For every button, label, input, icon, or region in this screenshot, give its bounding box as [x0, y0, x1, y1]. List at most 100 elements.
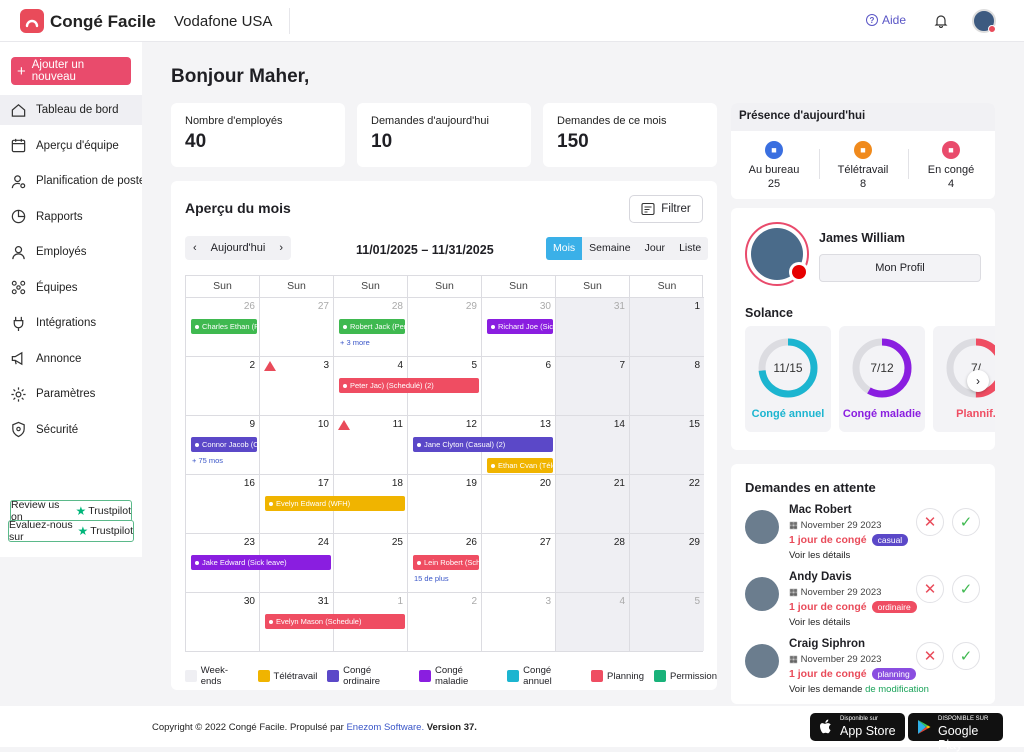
calendar-event[interactable]: Evelyn Mason (Schedule)	[265, 614, 405, 629]
calendar-event[interactable]: Peter Jac) (Schedulé) (2)	[339, 378, 479, 393]
request-details-link[interactable]: Voir les détails	[789, 550, 850, 561]
google-play-button[interactable]: DISPONIBLE SUR Google Play	[908, 713, 1003, 752]
day-number: 25	[391, 537, 403, 548]
day-cell[interactable]: 4	[556, 592, 630, 651]
day-cell[interactable]: 18	[334, 474, 408, 533]
day-cell[interactable]: 8	[630, 356, 704, 415]
day-cell[interactable]: 7	[556, 356, 630, 415]
calendar-event[interactable]: Connor Jacob (Ordinaire)	[191, 437, 257, 452]
day-cell[interactable]: 27	[482, 533, 556, 592]
calendar-event[interactable]: Richard Joe (Sick)	[487, 319, 553, 334]
sidebar-item-0[interactable]: Tableau de bord	[0, 95, 142, 125]
day-cell[interactable]: 26	[408, 533, 482, 592]
reject-button[interactable]: ✕	[916, 508, 944, 536]
day-cell[interactable]: 20	[482, 474, 556, 533]
day-cell[interactable]: 10	[260, 415, 334, 474]
calendar-event[interactable]: Jake Edward (Sick leave)	[191, 555, 331, 570]
chevron-left-icon[interactable]: ‹	[193, 242, 197, 254]
sidebar-item-8[interactable]: Paramètres	[0, 379, 142, 409]
app-store-button[interactable]: Disponible sur App Store	[810, 713, 905, 741]
calendar-event[interactable]: Robert Jack (Permission)	[339, 319, 405, 334]
reject-button[interactable]: ✕	[916, 575, 944, 603]
more-events-link[interactable]: + 3 more	[340, 338, 370, 347]
my-profile-button[interactable]: Mon Profil	[819, 254, 981, 282]
calendar-event[interactable]: Lein Robert (Schedule)	[413, 555, 479, 570]
day-cell[interactable]: 15	[630, 415, 704, 474]
calendar-event[interactable]: Ethan Cvan (Télétravail)	[487, 458, 553, 473]
day-cell[interactable]: 30	[482, 297, 556, 356]
sidebar-item-7[interactable]: Annonce	[0, 344, 142, 374]
sidebar-item-1[interactable]: Aperçu d'équipe	[0, 131, 142, 161]
approve-button[interactable]: ✓	[952, 575, 980, 603]
user-avatar[interactable]	[972, 9, 996, 33]
day-cell[interactable]: 11	[334, 415, 408, 474]
day-cell[interactable]: 6	[482, 356, 556, 415]
day-cell[interactable]: 26	[186, 297, 260, 356]
request-link-text: Voir les demande	[789, 684, 863, 695]
reject-button[interactable]: ✕	[916, 642, 944, 670]
day-cell[interactable]: 3	[260, 356, 334, 415]
day-cell[interactable]: 27	[260, 297, 334, 356]
day-cell[interactable]: 29	[408, 297, 482, 356]
app-name[interactable]: Congé Facile	[50, 12, 156, 31]
day-cell[interactable]: 13	[482, 415, 556, 474]
avatar[interactable]	[745, 644, 779, 678]
sidebar-item-4[interactable]: Employés	[0, 237, 142, 267]
request-details-link[interactable]: Voir les demande de modification	[789, 684, 929, 695]
day-cell[interactable]: 3	[482, 592, 556, 651]
avatar[interactable]	[745, 510, 779, 544]
day-cell[interactable]: 21	[556, 474, 630, 533]
day-cell[interactable]: 9	[186, 415, 260, 474]
calendar-event[interactable]: Evelyn Edward (WFH)	[265, 496, 405, 511]
view-tab[interactable]: Jour	[644, 242, 666, 254]
more-events-link[interactable]: 15 de plus	[414, 574, 449, 583]
day-cell[interactable]: 1	[630, 297, 704, 356]
day-cell[interactable]: 14	[556, 415, 630, 474]
day-number: 6	[545, 360, 551, 371]
balance-card[interactable]: 11/15 Congé annuel	[745, 326, 831, 432]
calendar-event[interactable]: Jane Clyton (Casual) (2)	[413, 437, 553, 452]
today-button[interactable]: Aujourd'hui	[210, 242, 266, 254]
day-cell[interactable]: 2	[186, 356, 260, 415]
day-cell[interactable]: 2	[408, 592, 482, 651]
view-tab[interactable]: Semaine	[589, 242, 631, 254]
day-cell[interactable]: 24	[260, 533, 334, 592]
approve-button[interactable]: ✓	[952, 642, 980, 670]
day-cell[interactable]: 28	[334, 297, 408, 356]
scroll-right-button[interactable]: ›	[967, 370, 989, 392]
chevron-right-icon[interactable]: ›	[279, 242, 283, 254]
day-cell[interactable]: 1	[334, 592, 408, 651]
balance-card[interactable]: 7/12 Congé maladie	[839, 326, 925, 432]
day-cell[interactable]: 25	[334, 533, 408, 592]
request-tag: casual	[871, 534, 909, 546]
day-cell[interactable]: 30	[186, 592, 260, 651]
day-cell[interactable]: 5	[408, 356, 482, 415]
approve-button[interactable]: ✓	[952, 508, 980, 536]
day-cell[interactable]: 5	[630, 592, 704, 651]
more-events-link[interactable]: + 75 mos	[192, 456, 224, 465]
day-cell[interactable]: 31	[556, 297, 630, 356]
trustpilot-rate-button[interactable]: Évaluez-nous sur ★ Trustpilot	[8, 519, 134, 543]
help-link[interactable]: ? Aide	[866, 13, 906, 27]
day-cell[interactable]: 29	[630, 533, 704, 592]
sidebar-item-5[interactable]: Équipes	[0, 273, 142, 303]
notifications-button[interactable]	[930, 10, 952, 32]
sidebar-item-3[interactable]: Rapports	[0, 202, 142, 232]
sidebar-item-9[interactable]: Sécurité	[0, 415, 142, 445]
view-tab[interactable]: Mois	[546, 237, 583, 260]
enezom-link[interactable]: Enezom Software.	[346, 722, 425, 733]
day-cell[interactable]: 22	[630, 474, 704, 533]
day-cell[interactable]: 16	[186, 474, 260, 533]
request-details-link[interactable]: Voir les détails	[789, 617, 850, 628]
trustpilot-review-button[interactable]: Review us on ★ Trustpilot	[10, 499, 132, 523]
filter-button[interactable]: Filtrer	[629, 195, 703, 223]
app-logo-icon[interactable]	[20, 9, 44, 33]
day-cell[interactable]: 28	[556, 533, 630, 592]
day-cell[interactable]: 19	[408, 474, 482, 533]
calendar-event[interactable]: Charles Ethan (Permission)	[191, 319, 257, 334]
sidebar-item-6[interactable]: Intégrations	[0, 308, 142, 338]
sidebar-item-2[interactable]: Planification de poste	[0, 166, 142, 196]
add-new-button[interactable]: + Ajouter un nouveau	[11, 57, 131, 85]
avatar[interactable]	[745, 577, 779, 611]
view-tab[interactable]: Liste	[679, 242, 702, 254]
